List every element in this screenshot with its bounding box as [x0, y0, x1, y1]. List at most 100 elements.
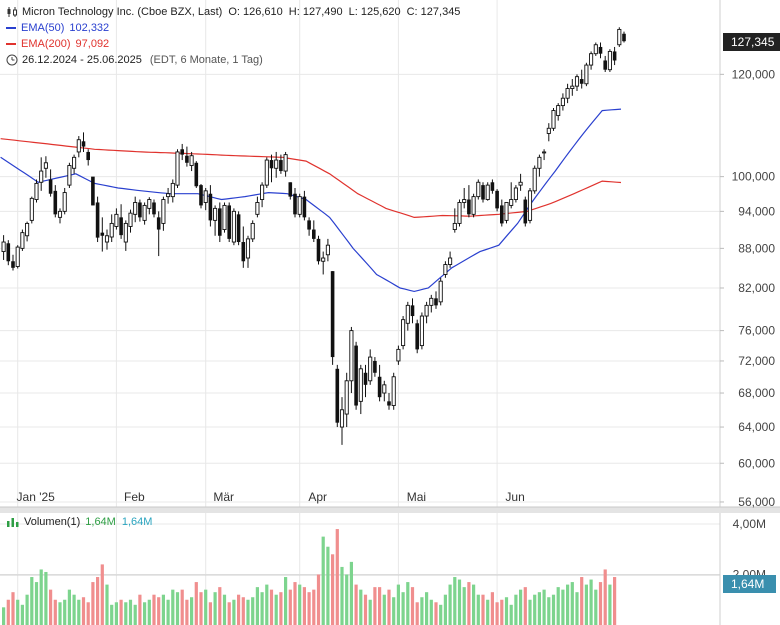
candle — [429, 294, 434, 313]
ema200-swatch — [6, 43, 16, 45]
ema50-legend[interactable]: EMA(50) 102,332 — [6, 20, 460, 36]
volume-bar — [53, 599, 57, 625]
pane-separator[interactable] — [0, 507, 780, 513]
volume-bar — [392, 597, 396, 625]
volume-legend[interactable]: Volumen(1) 1,64M 1,64M — [6, 516, 152, 528]
candle — [185, 146, 189, 167]
volume-bar — [86, 602, 90, 625]
candle — [29, 196, 34, 224]
volume-bar — [208, 602, 212, 625]
grid-lines — [0, 0, 720, 625]
candle — [476, 179, 481, 200]
candle — [358, 364, 363, 415]
candle — [617, 27, 622, 47]
volume-bar — [128, 599, 133, 625]
volume-bar — [345, 574, 349, 625]
candle — [236, 211, 241, 246]
volume-bar — [63, 599, 67, 625]
candle — [363, 364, 368, 398]
volume-bar — [561, 589, 565, 625]
candle — [556, 103, 561, 121]
x-tick-label: Jun — [505, 490, 524, 504]
volume-bar — [537, 592, 541, 625]
ema200-legend[interactable]: EMA(200) 97,092 — [6, 36, 460, 52]
ema200-line-group — [0, 138, 622, 219]
candlesticks — [1, 27, 626, 445]
candle — [485, 182, 490, 201]
candle — [189, 151, 194, 172]
candle — [321, 251, 326, 275]
volume-bar — [580, 577, 584, 625]
candle — [607, 49, 612, 73]
ema50-label: EMA(50) — [21, 22, 65, 34]
volume-bar — [255, 587, 259, 625]
candle — [180, 143, 184, 161]
volume-bar — [420, 597, 424, 625]
volume-bar — [138, 594, 142, 625]
volume-bar — [551, 594, 556, 625]
candle — [222, 202, 227, 233]
candle — [504, 202, 509, 224]
candle — [175, 149, 180, 188]
candle — [109, 214, 114, 243]
volume-bar — [533, 594, 537, 625]
candle — [471, 193, 476, 218]
high-value: H: 127,490 — [288, 6, 343, 18]
range-info: (EDT, 6 Monate, 1 Tag) — [149, 54, 263, 66]
volume-bar — [401, 592, 405, 625]
candle — [288, 182, 293, 200]
candle — [264, 157, 269, 188]
volume-bar — [246, 599, 250, 625]
volume-bar — [331, 554, 335, 625]
volume-bar — [180, 589, 184, 625]
y-tick-label: 68,000 — [738, 386, 775, 400]
volume-bar — [566, 584, 570, 625]
candle — [283, 151, 288, 177]
volume-bar — [584, 584, 588, 625]
candle — [152, 199, 156, 218]
candle — [279, 154, 283, 174]
candle — [490, 179, 495, 194]
candle — [213, 205, 218, 236]
candle — [67, 162, 72, 188]
volume-bar — [603, 569, 607, 625]
candle — [241, 226, 246, 268]
y-tick-label: 88,000 — [738, 241, 775, 255]
volume-bar — [124, 602, 128, 625]
candle — [86, 149, 90, 166]
candle — [551, 108, 556, 131]
ema50-line — [0, 108, 622, 293]
volume-bar — [429, 599, 433, 625]
volume-bar — [34, 582, 39, 625]
volume-bar — [119, 599, 123, 625]
candle — [579, 69, 584, 89]
volume-bar — [25, 594, 29, 625]
candle — [542, 149, 547, 161]
volume-bar — [39, 569, 43, 625]
volume-bar — [143, 602, 147, 625]
volume-bars — [2, 529, 617, 625]
volume-bar — [279, 592, 283, 625]
candle — [546, 123, 551, 142]
chart-legend: Micron Technology Inc. (Cboe BZX, Last) … — [6, 4, 460, 68]
volume-bar — [307, 592, 311, 625]
candle — [509, 182, 514, 209]
last-price-tag: 127,345 — [723, 33, 780, 51]
y-tick-label: 56,000 — [738, 495, 775, 509]
volume-bar — [20, 604, 24, 625]
candle — [76, 136, 81, 158]
volume-bar — [528, 599, 532, 625]
volume-bar — [175, 592, 180, 625]
date-range: 26.12.2024 - 25.06.2025 — [22, 54, 142, 66]
candle — [457, 199, 462, 227]
candle — [335, 364, 340, 428]
candle — [410, 298, 415, 324]
candle — [532, 165, 537, 194]
volume-bar — [443, 594, 447, 625]
volume-bar — [542, 589, 546, 625]
volume-bar — [509, 604, 513, 625]
candlestick-icon — [7, 7, 17, 17]
candle — [1, 235, 6, 260]
volume-bar — [274, 594, 278, 625]
